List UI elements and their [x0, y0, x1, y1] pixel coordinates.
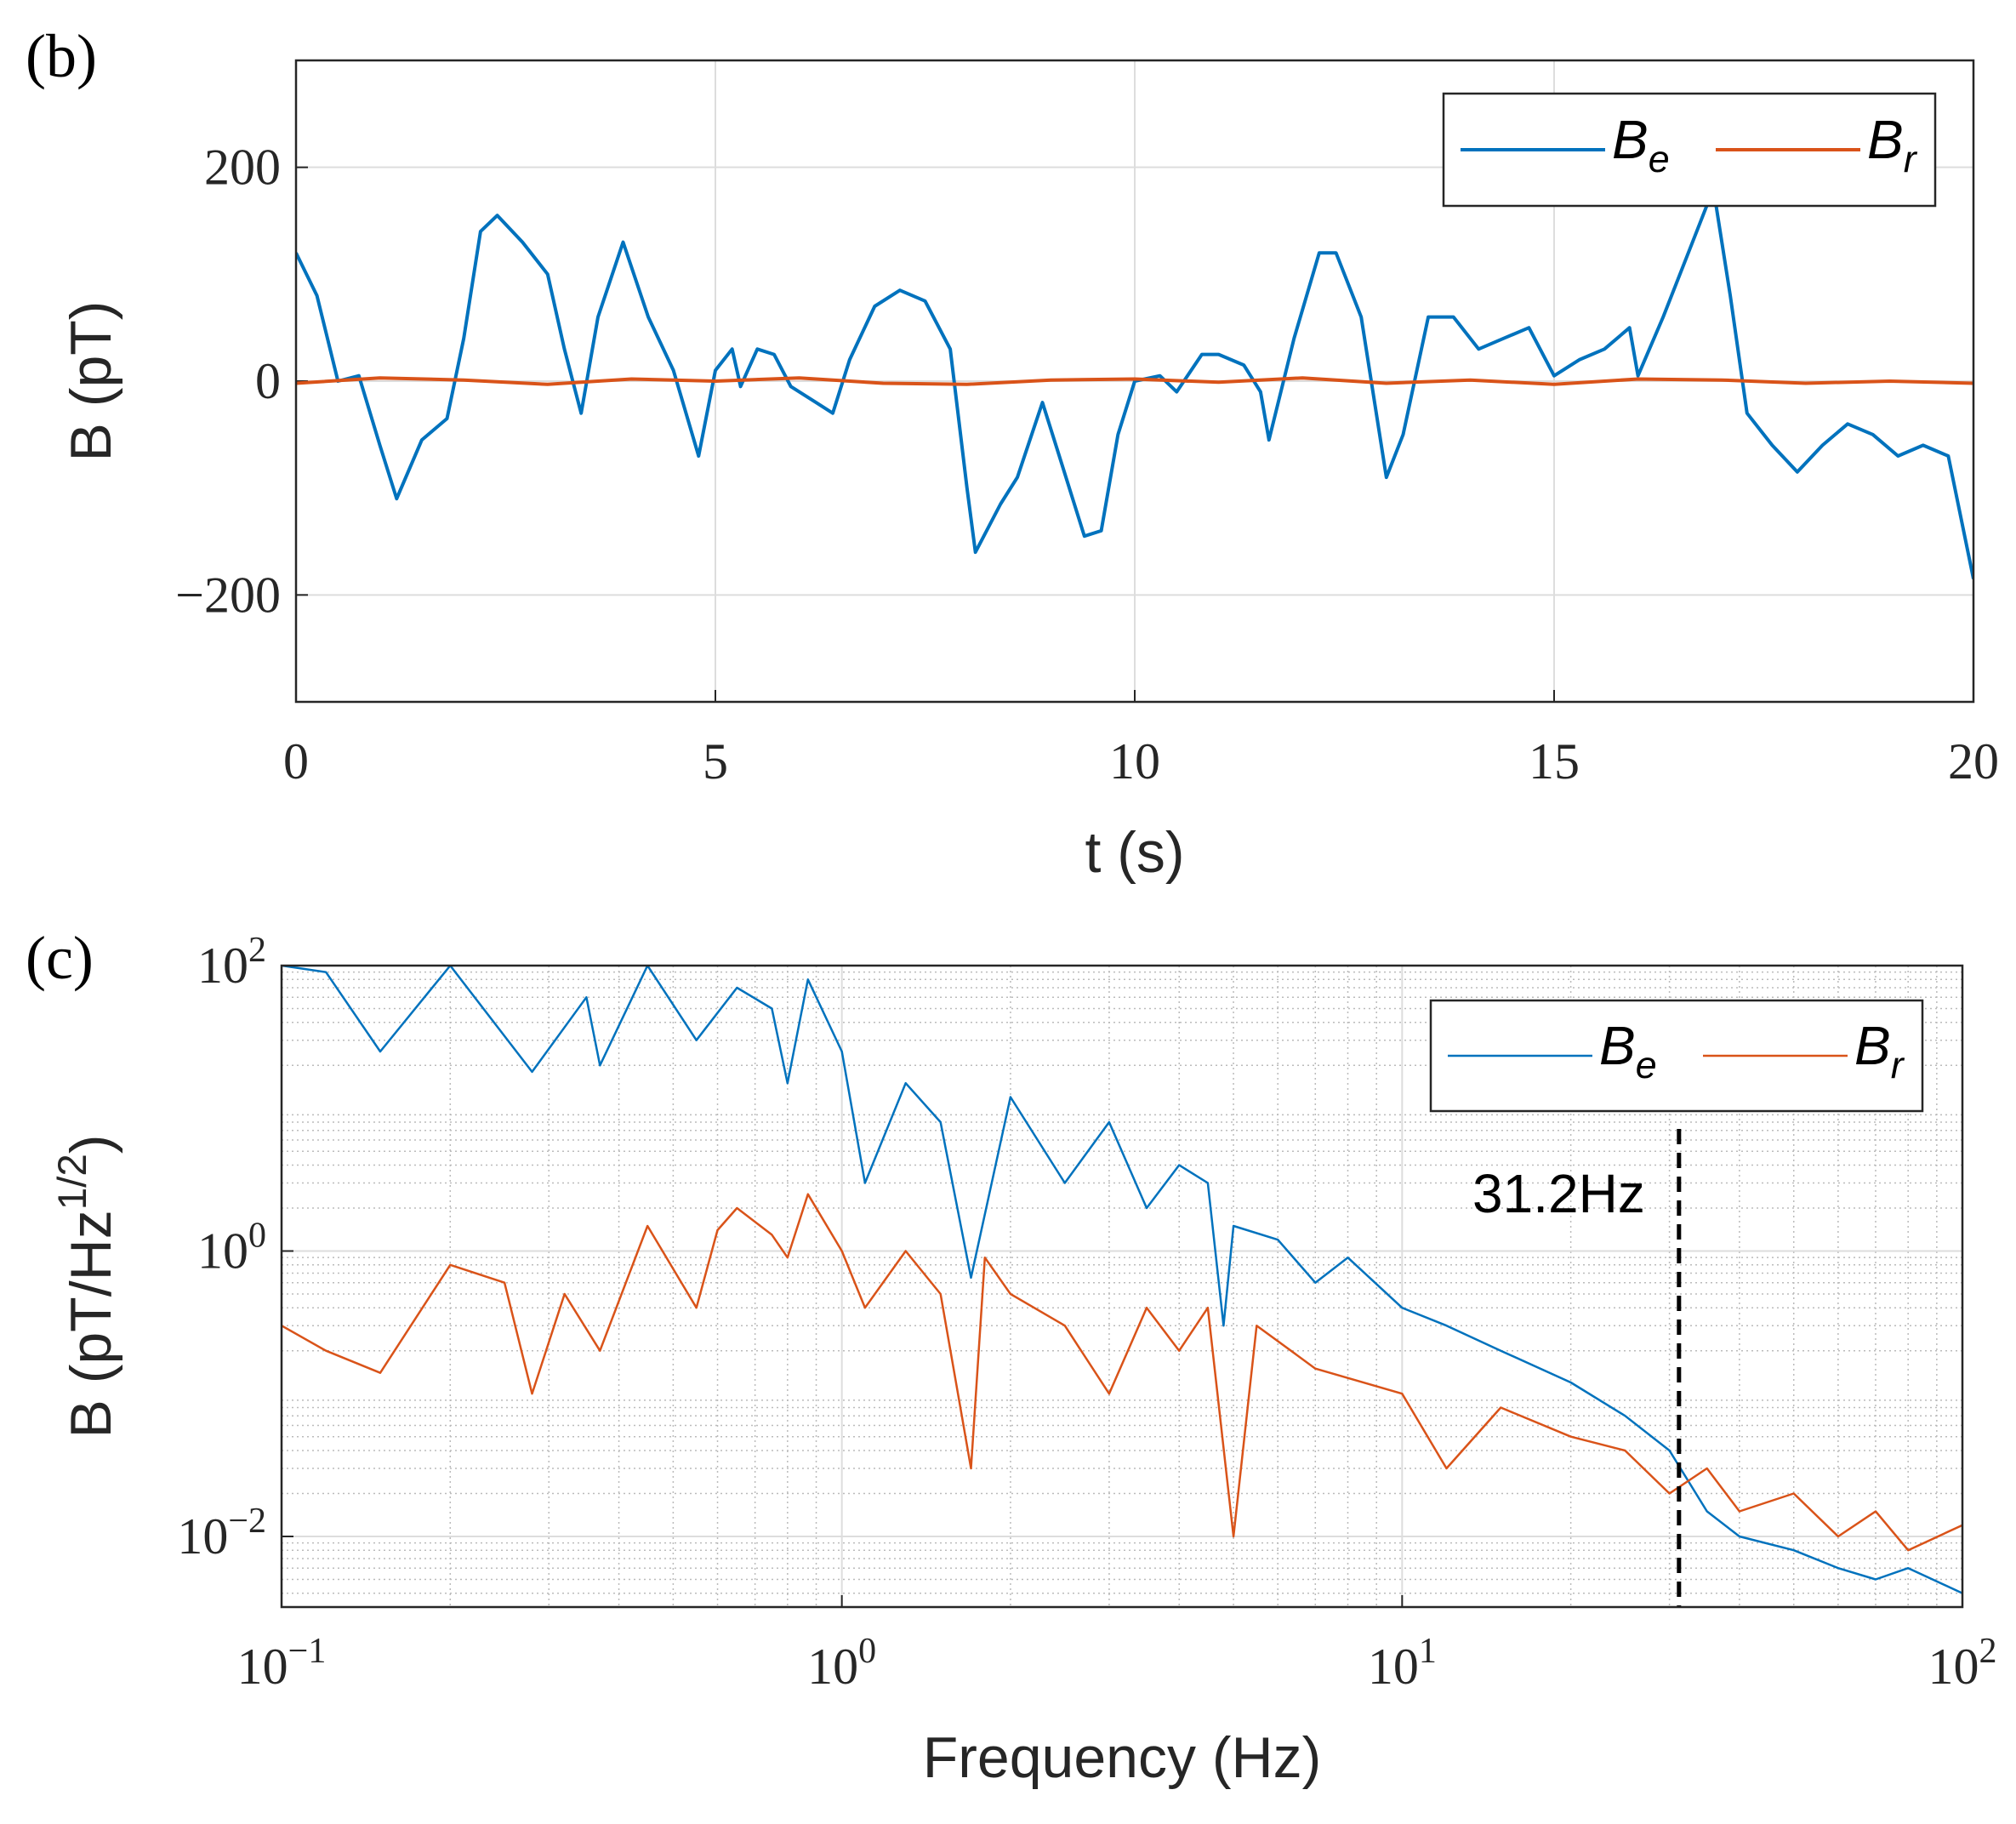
axes-box	[280, 964, 1964, 1609]
y-axis-label: B (pT/Hz1/2)	[50, 1134, 123, 1438]
x-axis-label: t (s)	[1085, 820, 1184, 885]
data-line	[296, 376, 1973, 386]
x-axis-label: Frequency (Hz)	[923, 1725, 1322, 1790]
y-axis-label: B (pT)	[59, 301, 123, 462]
y-tick-label: 10−2	[177, 1502, 266, 1565]
data-line	[282, 1193, 1962, 1552]
x-tick-label: 15	[1529, 733, 1580, 789]
x-tick-label: 20	[1948, 733, 1999, 789]
legend-label: Be	[1599, 1015, 1657, 1086]
legend-label: Br	[1867, 109, 1918, 180]
plot-area	[296, 186, 1973, 579]
x-tick-label: 100	[807, 1632, 876, 1695]
panel-label: (c)	[26, 924, 94, 992]
data-line	[282, 966, 1962, 1594]
panel-label: (b)	[26, 22, 97, 90]
x-tick-label: 0	[283, 733, 309, 789]
data-line	[296, 186, 1973, 579]
chart-panel: 10−1 100 101 102 10−2 100 102 31.2Hz Be Br Frequen…	[26, 924, 1997, 1790]
y-tick-label: 0	[255, 353, 281, 409]
x-tick-label: 101	[1368, 1632, 1437, 1695]
x-tick-label: 102	[1928, 1632, 1997, 1695]
y-tick-label: −200	[175, 567, 281, 623]
axes-box	[294, 59, 1975, 704]
x-tick-label: 5	[703, 733, 728, 789]
x-tick-label: 10−1	[237, 1632, 327, 1695]
legend-label: Be	[1612, 109, 1670, 180]
annotation: 31.2Hz	[1472, 1163, 1645, 1224]
plot-area	[282, 966, 1962, 1594]
x-tick-label: 10	[1109, 733, 1160, 789]
legend-label: Br	[1854, 1015, 1905, 1086]
chart-panel: 0 5 10 15 20 −200 0 200 Be Br t (s) B (pT) (b)	[26, 22, 1999, 885]
y-tick-label: 200	[204, 140, 281, 196]
y-tick-label: 102	[197, 931, 266, 994]
y-tick-label: 100	[197, 1216, 266, 1279]
